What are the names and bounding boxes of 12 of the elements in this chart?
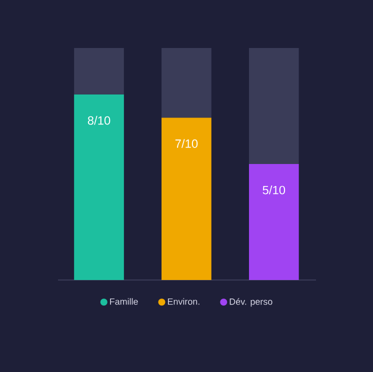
legend-label: Environ. bbox=[168, 298, 200, 305]
legend-label: Dév. perso bbox=[230, 298, 272, 307]
bar bbox=[162, 118, 212, 280]
bar bbox=[248, 164, 299, 280]
bar bbox=[74, 48, 124, 94]
bar bbox=[248, 48, 299, 164]
bar bbox=[162, 48, 212, 118]
data-label: 7/10 bbox=[175, 139, 198, 148]
bar bbox=[74, 94, 124, 280]
legend-label: Famille bbox=[110, 298, 138, 305]
data-label: 8/10 bbox=[88, 116, 110, 125]
data-label: 5/10 bbox=[262, 186, 286, 194]
